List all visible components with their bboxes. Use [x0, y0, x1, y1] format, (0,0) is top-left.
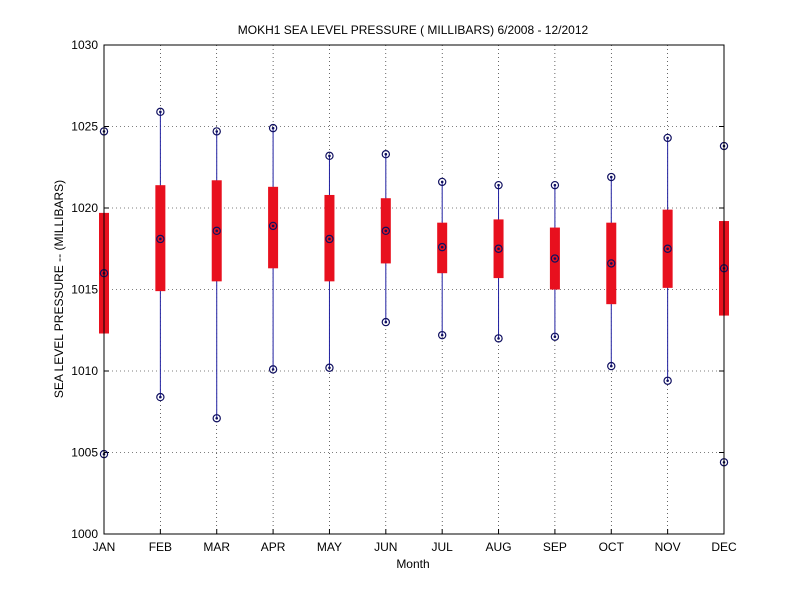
max-marker-dot-may: [328, 154, 331, 158]
x-tick-label-apr: APR: [261, 540, 286, 554]
max-marker-feb: [156, 107, 165, 117]
box-nov: [662, 133, 673, 385]
min-marker-dot-feb: [159, 395, 162, 399]
median-marker-nov: [663, 244, 672, 253]
median-marker-dot-may: [328, 237, 331, 241]
x-tick-label-may: MAY: [317, 540, 342, 554]
y-tick-label-1005: 1005: [71, 446, 98, 460]
median-marker-sep: [550, 254, 560, 263]
min-marker-sep: [550, 332, 560, 341]
min-marker-oct: [607, 361, 616, 371]
median-marker-dot-sep: [553, 257, 557, 260]
median-marker-aug: [494, 244, 503, 253]
x-tick-label-dec: DEC: [711, 540, 737, 554]
max-marker-aug: [494, 180, 503, 190]
min-marker-jul: [437, 330, 447, 340]
median-marker-dot-aug: [497, 247, 500, 251]
min-marker-dot-mar: [215, 416, 219, 420]
median-marker-dot-nov: [666, 247, 669, 251]
max-marker-dot-oct: [609, 175, 613, 179]
box-may: [324, 151, 335, 372]
x-tick-label-jul: JUL: [432, 540, 454, 554]
y-tick-label-1015: 1015: [71, 283, 98, 297]
min-marker-feb: [156, 392, 165, 402]
y-tick-label-1020: 1020: [71, 201, 98, 215]
median-marker-feb: [156, 234, 165, 244]
min-marker-may: [325, 363, 334, 372]
min-marker-dot-jul: [440, 333, 444, 337]
y-tick-label-1030: 1030: [71, 38, 98, 52]
y-tick-label-1000: 1000: [71, 527, 98, 541]
x-tick-labels: JAN FEB MAR APR MAY JUN JUL AUG SEP OCT NOV DEC: [93, 540, 737, 554]
median-marker-dot-apr: [271, 224, 275, 228]
chart-title: MOKH1 SEA LEVEL PRESSURE ( MILLIBARS) 6/…: [238, 23, 589, 37]
min-marker-aug: [494, 334, 503, 343]
max-marker-mar: [212, 127, 221, 136]
x-tick-label-nov: NOV: [655, 540, 681, 554]
median-marker-jul: [437, 242, 447, 252]
max-marker-oct: [607, 172, 616, 182]
median-marker-jun: [381, 226, 391, 236]
x-tick-label-feb: FEB: [149, 540, 172, 554]
x-tick-label-jun: JUN: [374, 540, 397, 554]
y-axis-label: SEA LEVEL PRESSURE -- (MILLIBARS): [52, 180, 66, 398]
max-marker-apr: [268, 123, 278, 133]
box-apr: [268, 123, 279, 374]
max-marker-sep: [550, 180, 560, 190]
max-marker-jul: [437, 177, 447, 187]
median-marker-apr: [268, 221, 278, 231]
min-marker-nov: [663, 376, 672, 385]
median-marker-oct: [607, 259, 616, 268]
median-marker-dot-jul: [440, 245, 444, 249]
median-marker-mar: [212, 226, 221, 236]
max-marker-dot-feb: [159, 110, 162, 114]
median-marker-dot-mar: [215, 229, 219, 233]
y-tick-labels: 1000 1005 1010 1015 1020 1025 1030: [71, 38, 98, 541]
median-marker-dot-feb: [159, 237, 162, 241]
max-marker-nov: [663, 133, 672, 143]
iqr-box-apr: [268, 186, 279, 269]
max-marker-dot-jun: [384, 152, 388, 156]
min-marker-dot-apr: [271, 368, 275, 371]
max-marker-jun: [381, 150, 391, 159]
y-tick-label-1010: 1010: [71, 364, 98, 378]
min-marker-jun: [381, 317, 391, 327]
min-marker-mar: [212, 414, 221, 423]
x-axis-label: Month: [396, 557, 429, 571]
box-jul: [437, 177, 448, 340]
x-tick-label-aug: AUG: [486, 540, 512, 554]
max-marker-dot-jul: [440, 180, 444, 184]
max-marker-dot-mar: [215, 130, 219, 133]
min-marker-dot-may: [328, 366, 331, 370]
box-sep: [549, 180, 560, 341]
max-marker-dot-sep: [553, 183, 557, 187]
min-marker-apr: [268, 365, 278, 374]
plot-frame: [103, 44, 725, 535]
x-tick-label-sep: SEP: [543, 540, 567, 554]
y-tick-label-1025: 1025: [71, 120, 98, 134]
max-marker-dot-nov: [666, 136, 669, 140]
max-marker-dot-apr: [271, 126, 275, 130]
x-tick-label-mar: MAR: [203, 540, 230, 554]
x-tick-label-oct: OCT: [599, 540, 625, 554]
box-oct: [606, 172, 617, 371]
median-marker-may: [325, 234, 334, 244]
box-mar: [211, 127, 222, 423]
min-marker-dot-aug: [497, 337, 500, 340]
median-marker-dot-jun: [384, 229, 388, 233]
box-jun: [380, 150, 391, 327]
box-feb: [155, 107, 166, 402]
median-marker-dot-oct: [609, 262, 613, 265]
grid-layer: [103, 44, 725, 535]
min-marker-dot-sep: [553, 335, 557, 339]
min-marker-dot-nov: [666, 379, 669, 383]
max-marker-may: [325, 151, 334, 161]
max-marker-dot-aug: [497, 183, 500, 187]
min-marker-dot-oct: [609, 364, 613, 368]
box-layer: [99, 107, 729, 467]
box-aug: [493, 180, 504, 343]
min-marker-dot-jun: [384, 320, 388, 324]
x-tick-label-jan: JAN: [93, 540, 116, 554]
